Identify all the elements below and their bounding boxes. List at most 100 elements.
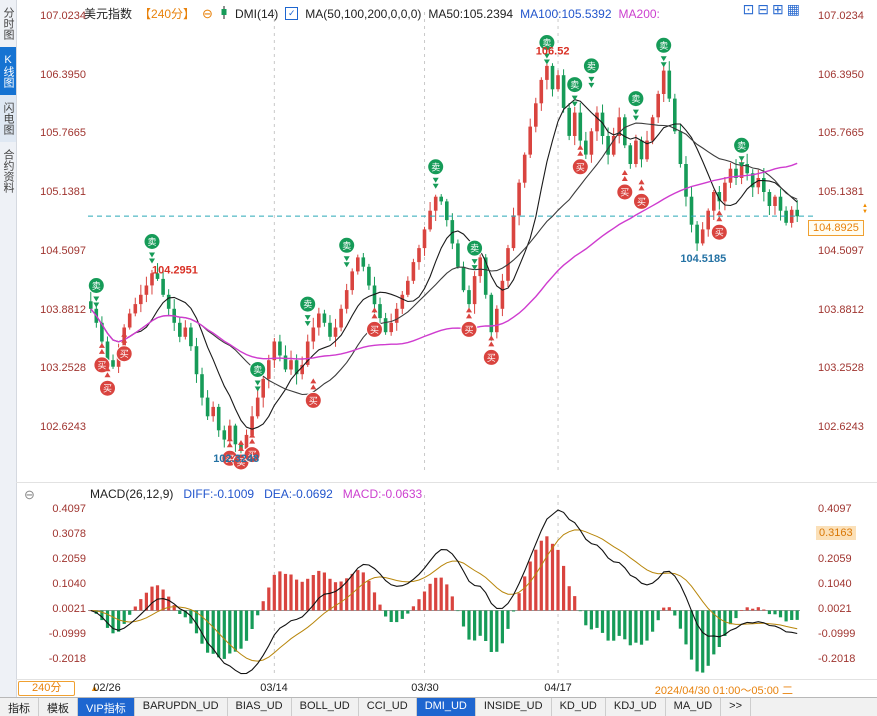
buy-signal: 买 — [243, 432, 261, 464]
macd-macd-value: MACD:-0.0633 — [342, 487, 423, 501]
sell-signal: 卖 — [627, 90, 645, 121]
ma200-value: MA200: — [618, 6, 660, 21]
layout-four-pane-icon[interactable]: ⊞ — [772, 1, 784, 17]
toolbar-tab-more[interactable]: >> — [721, 698, 752, 716]
svg-text:买: 买 — [370, 325, 379, 335]
price-annotation: 102.3248 — [213, 453, 259, 465]
price-annotation: 104.2951 — [152, 264, 198, 276]
buy-signal: 买 — [99, 366, 116, 397]
svg-text:卖: 卖 — [92, 281, 101, 291]
sell-signal: 卖 — [143, 233, 161, 264]
svg-text:买: 买 — [236, 458, 245, 468]
buy-signal: 买 — [710, 210, 728, 241]
macd-highlight-value: 0.3163 — [816, 526, 856, 540]
price-annotation: 104.5185 — [680, 253, 726, 265]
svg-text:卖: 卖 — [587, 61, 596, 71]
sell-signal: 卖 — [338, 236, 356, 268]
sidebar-tab-contract-info[interactable]: 合约资料 — [2, 149, 14, 193]
sidebar-tab-time-chart[interactable]: 分时图 — [2, 7, 14, 40]
main-chart-panel: 卖卖卖卖卖卖卖卖卖卖卖卖卖买买买买买买买买买买买买买买 106.52 104.295… — [16, 0, 877, 482]
macd-title: MACD(26,12,9) — [90, 487, 174, 501]
toolbar-tab-vip-indicators[interactable]: VIP指标 — [78, 698, 135, 716]
svg-text:买: 买 — [464, 325, 473, 335]
toolbar-tab-ma[interactable]: MA_UD — [666, 698, 722, 716]
sidebar-tab-lightning-chart[interactable]: 闪电图 — [0, 95, 16, 142]
up-arrow-icon: ▲ — [862, 203, 868, 209]
date-tick-label: 03/30 — [411, 682, 439, 694]
buy-signal: 买 — [366, 307, 383, 338]
period-selector[interactable]: 240分 — [18, 681, 76, 696]
macd-dea-value: DEA:-0.0692 — [264, 487, 333, 501]
down-arrow-icon: ▼ — [862, 209, 868, 215]
layout-single-icon[interactable]: ⊡ — [742, 1, 755, 17]
svg-text:买: 买 — [103, 384, 112, 394]
buy-signal: 买 — [304, 378, 322, 409]
date-tick-label: 02/26 — [93, 682, 121, 694]
date-tick-label: 03/14 — [260, 682, 288, 694]
panel-divider — [16, 482, 877, 483]
toolbar-tab-inside[interactable]: INSIDE_UD — [476, 698, 552, 716]
svg-text:买: 买 — [576, 162, 585, 172]
toolbar-tab-kdj[interactable]: KDJ_UD — [606, 698, 666, 716]
ma-settings-label: MA(50,100,200,0,0,0) — [305, 6, 422, 21]
svg-text:买: 买 — [620, 188, 629, 198]
bottom-toolbar: 指标 模板 VIP指标 BARUPDN_UD BIAS_UD BOLL_UD C… — [0, 697, 877, 716]
toolbar-tab-indicators[interactable]: 指标 — [0, 698, 39, 716]
period-badge: 【240分】 — [139, 7, 196, 21]
time-axis: 240分 ▲ 02/26 03/14 03/30 04/17 2024/04/30 0… — [0, 680, 877, 697]
ma100-value: MA100:105.5392 — [520, 6, 612, 21]
svg-text:卖: 卖 — [631, 94, 640, 104]
collapse-panel-icon[interactable]: ⊖ — [202, 5, 213, 21]
svg-text:买: 买 — [120, 349, 129, 359]
sell-signal: 卖 — [249, 361, 267, 392]
toolbar-tab-barupdn[interactable]: BARUPDN_UD — [135, 698, 228, 716]
toolbar-tab-dmi[interactable]: DMI_UD — [416, 698, 476, 716]
sell-signal: 卖 — [466, 239, 484, 271]
sell-signal: 卖 — [87, 277, 105, 308]
svg-text:卖: 卖 — [570, 80, 579, 90]
ma-checkbox[interactable]: ✓ — [285, 7, 299, 20]
svg-text:买: 买 — [309, 396, 318, 406]
period-up-icon[interactable]: ▲ — [90, 683, 99, 693]
macd-panel: 0.4097 0.3078 0.2059 0.1040 0.0021 -0.0999 -0.… — [16, 483, 877, 680]
macd-collapse-icon[interactable]: ⊖ — [24, 487, 35, 502]
toolbar-tab-boll[interactable]: BOLL_UD — [292, 698, 359, 716]
svg-text:卖: 卖 — [303, 300, 312, 310]
price-spinner-icon: ▲ ▼ — [862, 203, 868, 215]
buy-signal: 买 — [482, 335, 500, 366]
buy-signal: 买 — [460, 307, 478, 338]
svg-text:买: 买 — [487, 353, 496, 363]
sell-signal: 卖 — [733, 136, 751, 168]
toolbar-tab-cci[interactable]: CCI_UD — [359, 698, 417, 716]
toolbar-tab-bias[interactable]: BIAS_UD — [228, 698, 292, 716]
current-price-box: 104.8925 — [808, 220, 864, 236]
macd-chart[interactable] — [16, 483, 877, 680]
svg-text:卖: 卖 — [253, 365, 262, 375]
buy-signal: 买 — [115, 331, 133, 363]
sidebar-tab-kline-chart[interactable]: K线图 — [0, 47, 16, 95]
layout-two-pane-icon[interactable]: ⊟ — [757, 1, 770, 17]
left-sidebar: 分时图 K线图 闪电图 合约资料 — [0, 0, 17, 697]
svg-text:卖: 卖 — [342, 241, 351, 251]
chart-header: 美元指数 【240分】 ⊖ DMI(14) ✓ MA(50,100,200,0,… — [84, 5, 660, 22]
ma50-value: MA50:105.2394 — [428, 6, 514, 21]
svg-text:卖: 卖 — [659, 41, 668, 51]
svg-text:买: 买 — [225, 454, 234, 464]
sell-signal: 卖 — [427, 158, 445, 189]
svg-text:卖: 卖 — [431, 162, 440, 172]
layout-six-pane-icon[interactable]: ▦ — [786, 1, 800, 17]
sell-signal: 卖 — [582, 57, 600, 88]
toolbar-tab-kd[interactable]: KD_UD — [552, 698, 606, 716]
macd-header: MACD(26,12,9) DIFF:-0.1009 DEA:-0.0692 M… — [90, 487, 422, 501]
sell-signal: 卖 — [655, 36, 673, 68]
svg-text:买: 买 — [97, 360, 106, 370]
sell-signal: 卖 — [566, 76, 584, 107]
layout-switcher: ⊡ ⊟ ⊞ ▦ — [743, 1, 800, 18]
toolbar-tab-templates[interactable]: 模板 — [39, 698, 78, 716]
date-tick-label: 04/17 — [544, 682, 572, 694]
candlestick-icon — [220, 5, 228, 22]
macd-diff-value: DIFF:-0.1009 — [183, 487, 255, 501]
sell-signal: 卖 — [299, 295, 317, 327]
axis-divider — [16, 679, 877, 680]
